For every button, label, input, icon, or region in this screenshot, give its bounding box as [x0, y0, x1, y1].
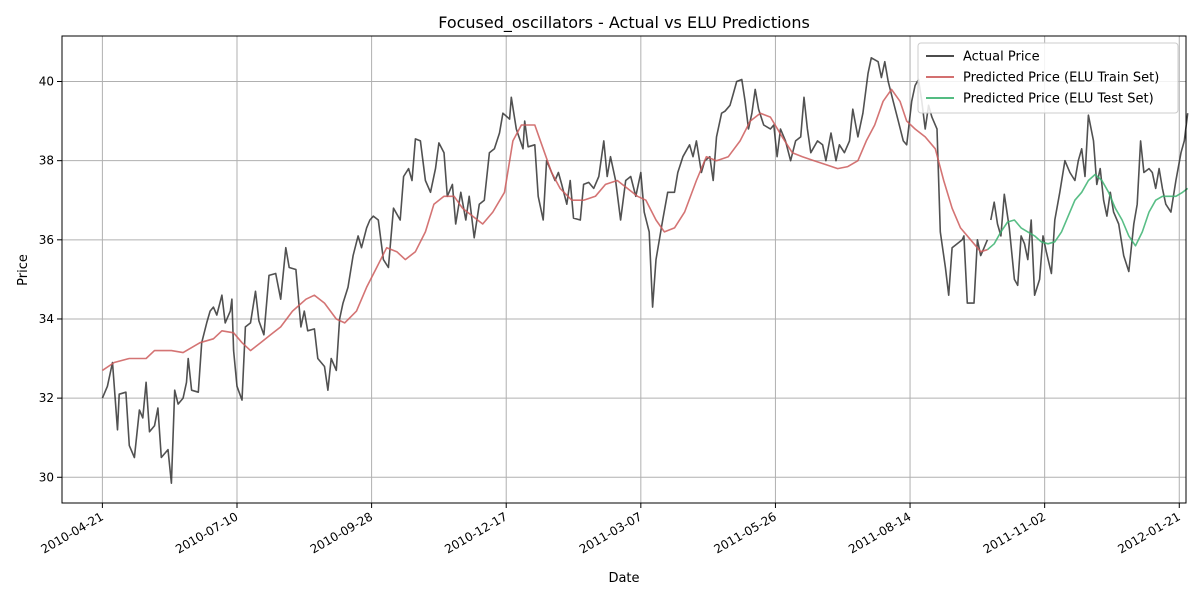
- y-tick-label: 38: [39, 154, 54, 168]
- x-tick-label: 2010-07-10: [173, 509, 240, 556]
- legend-label: Predicted Price (ELU Test Set): [963, 92, 1154, 107]
- y-tick-label: 36: [39, 233, 54, 247]
- series-line-predicted-price-elu-train-set: [101, 88, 988, 372]
- y-tick-label: 30: [39, 470, 54, 484]
- x-tick-label: 2011-05-26: [712, 509, 779, 556]
- y-tick-label: 40: [39, 75, 54, 89]
- series-line-actual-price: [101, 57, 989, 484]
- grid: [62, 36, 1186, 503]
- plot-lines: [101, 57, 1189, 484]
- y-tick-label: 32: [39, 391, 54, 405]
- x-tick-label: 2010-04-21: [38, 509, 105, 556]
- x-tick-label: 2010-09-28: [308, 509, 375, 556]
- y-tick-label: 34: [39, 312, 54, 326]
- x-axis-label: Date: [608, 571, 639, 586]
- legend-box: [917, 42, 1179, 114]
- y-axis-label: Price: [16, 254, 31, 286]
- plot-frame: [61, 35, 1187, 504]
- x-tick-label: 2010-12-17: [442, 509, 509, 556]
- chart-title: Focused_oscillators - Actual vs ELU Pred…: [438, 13, 810, 33]
- y-axis: 30 32 34 36 38 40: [39, 75, 62, 484]
- x-axis: 2010-04-21 2010-07-10 2010-09-28 2010-12-17…: [38, 503, 1183, 556]
- x-tick-label: 2011-08-14: [846, 509, 913, 556]
- series-line-predicted-price-elu-test-set: [986, 173, 1189, 251]
- legend-label: Actual Price: [963, 50, 1040, 65]
- legend-label: Predicted Price (ELU Train Set): [963, 71, 1159, 86]
- x-tick-label: 2011-03-07: [577, 509, 644, 556]
- series-line-actual-price: [990, 113, 1189, 296]
- legend: Actual Price Predicted Price (ELU Train S…: [917, 42, 1179, 114]
- x-tick-label: 2012-01-21: [1115, 509, 1182, 556]
- x-tick-label: 2011-11-02: [981, 509, 1048, 556]
